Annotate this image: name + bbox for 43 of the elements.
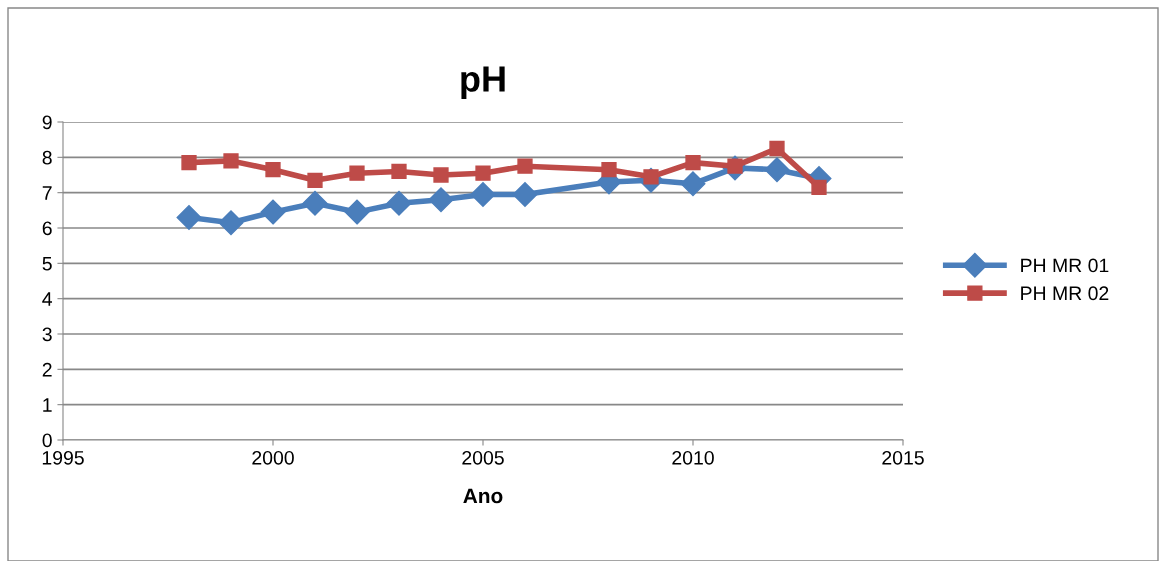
y-tick-label: 1 [43,398,52,412]
legend-label: PH MR 01 [1021,258,1109,273]
chart-title: pH [461,66,505,99]
point [391,163,407,180]
x-tick-label: 1995 [42,450,84,465]
point [433,167,449,183]
point [260,199,286,225]
point [685,154,701,171]
point [769,140,785,157]
y-tick-label: 8 [42,150,52,165]
point [344,199,370,225]
y-tick-label: 5 [42,257,52,271]
y-tick-label: 3 [42,327,52,342]
point [601,162,617,178]
point [475,165,491,181]
y-tick-label: 9 [42,115,52,130]
point [302,190,328,216]
point [428,187,454,213]
point [811,179,827,196]
y-tick-label: 0 [42,433,52,448]
x-tick-label: 2015 [882,450,924,465]
point [680,171,706,197]
point [386,190,412,216]
point [349,165,365,181]
point [764,157,790,183]
x-tick-label: 2010 [672,450,714,465]
legend-label: PH MR 02 [1021,286,1109,301]
point [265,162,281,178]
x-tick-label: 2005 [462,450,504,465]
y-tick-label: 7 [42,186,52,200]
point [512,181,538,207]
x-axis-title: Ano [463,488,503,504]
y-tick-label: 4 [42,292,53,306]
point [176,204,202,230]
x-tick-label: 2000 [252,450,294,465]
point [218,210,244,236]
point [181,154,197,171]
y-tick-label: 2 [42,362,52,377]
y-tick-label: 6 [42,221,52,236]
point [470,181,496,207]
point [517,158,533,174]
point [307,172,323,188]
point [223,153,239,169]
